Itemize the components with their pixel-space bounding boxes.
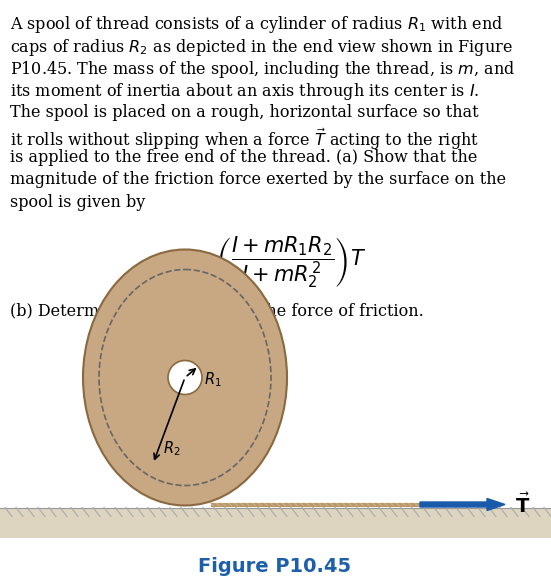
Text: caps of radius $R_2$ as depicted in the end view shown in Figure: caps of radius $R_2$ as depicted in the …	[10, 36, 513, 58]
Text: The spool is placed on a rough, horizontal surface so that: The spool is placed on a rough, horizont…	[10, 104, 479, 121]
Text: its moment of inertia about an axis through its center is $I$.: its moment of inertia about an axis thro…	[10, 82, 479, 103]
Text: magnitude of the friction force exerted by the surface on the: magnitude of the friction force exerted …	[10, 171, 506, 188]
Text: P10.45. The mass of the spool, including the thread, is $m$, and: P10.45. The mass of the spool, including…	[10, 59, 515, 80]
Text: it rolls without slipping when a force $\vec{T}$ acting to the right: it rolls without slipping when a force $…	[10, 127, 479, 151]
Text: Figure P10.45: Figure P10.45	[198, 558, 352, 576]
Bar	[0, 508, 551, 538]
Text: $R_1$: $R_1$	[204, 370, 222, 389]
Text: $R_2$: $R_2$	[163, 439, 181, 458]
Ellipse shape	[83, 249, 287, 505]
Text: $f = \left(\dfrac{I + mR_1R_2}{I + mR_2^{\,2}}\right)T$: $f = \left(\dfrac{I + mR_1R_2}{I + mR_2^…	[183, 234, 366, 290]
Text: spool is given by: spool is given by	[10, 194, 145, 211]
Circle shape	[168, 360, 202, 394]
Text: A spool of thread consists of a cylinder of radius $R_1$ with end: A spool of thread consists of a cylinder…	[10, 14, 503, 35]
Text: (b) Determine the direction of the force of friction.: (b) Determine the direction of the force…	[10, 302, 424, 319]
Text: $\vec{\mathbf{T}}$: $\vec{\mathbf{T}}$	[515, 492, 530, 517]
Text: is applied to the free end of the thread. (a) Show that the: is applied to the free end of the thread…	[10, 149, 477, 166]
FancyArrow shape	[420, 498, 505, 511]
